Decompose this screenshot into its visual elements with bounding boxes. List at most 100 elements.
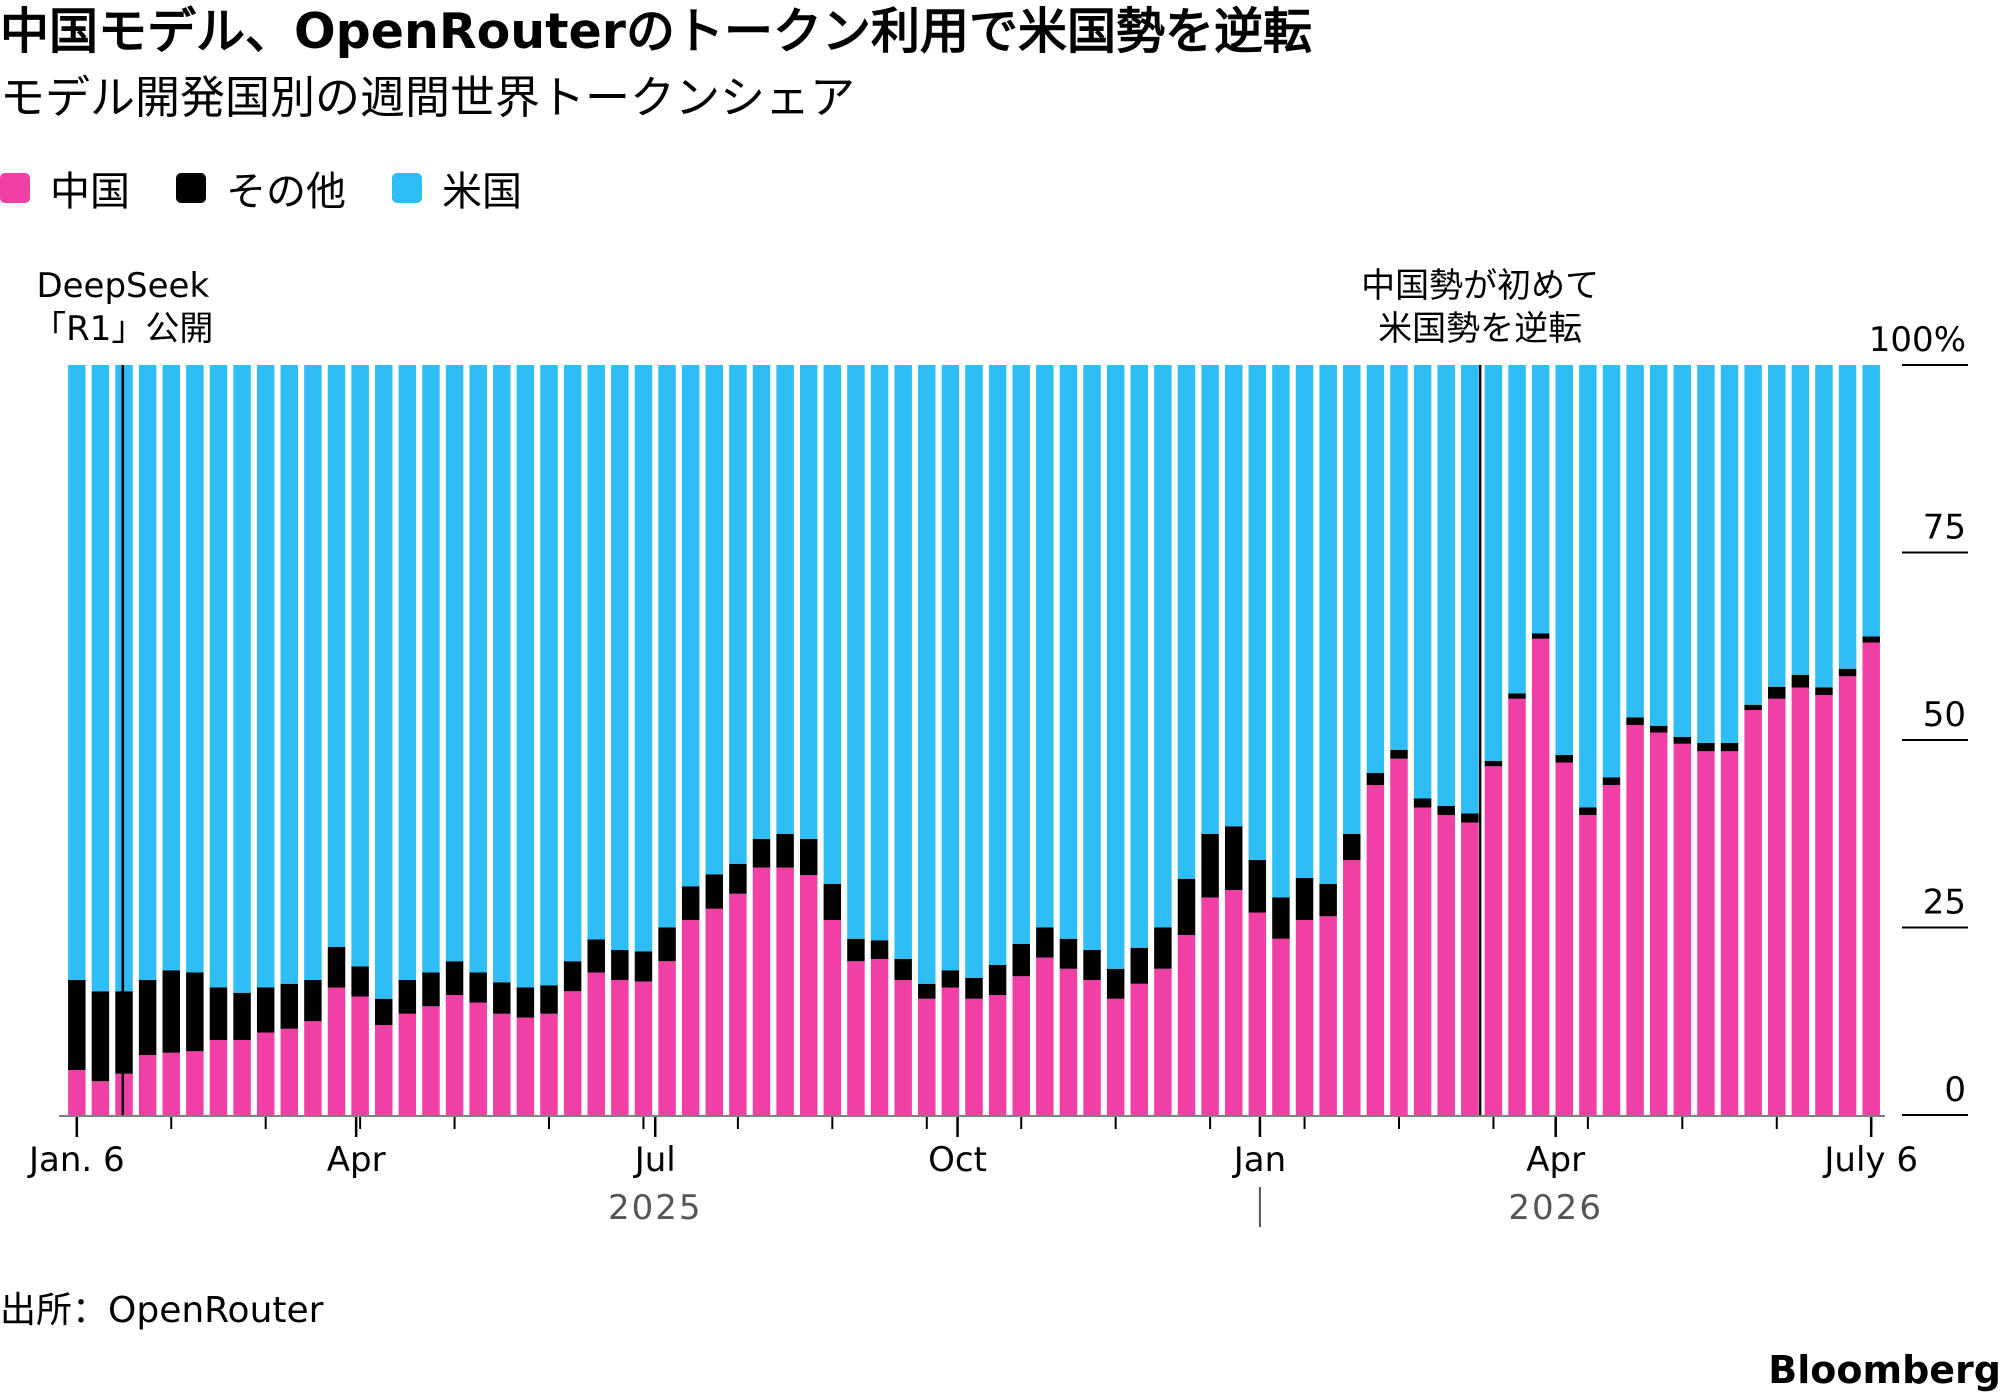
bar-us [823, 365, 842, 884]
bar-other [1437, 806, 1455, 815]
bar-china [186, 1051, 204, 1115]
bar-us [1508, 365, 1526, 694]
bar-other [847, 938, 865, 962]
bar-other [563, 961, 582, 992]
bar-china [681, 920, 700, 1115]
bar-us [1461, 365, 1479, 814]
bar-other [1390, 749, 1408, 759]
bar-us [1484, 365, 1503, 761]
bar-us [941, 365, 960, 971]
bar-china [1248, 912, 1267, 1115]
bar-other [611, 950, 629, 980]
bar-china [1815, 695, 1833, 1115]
bar-china [304, 1021, 322, 1115]
bar-other [1579, 807, 1597, 815]
bar-other [941, 970, 960, 988]
bar-other [1413, 798, 1432, 808]
x-tick-label: Apr [1526, 1140, 1585, 1180]
year-label: 2025 [608, 1188, 703, 1228]
bar-us [1201, 365, 1219, 834]
bar-china [587, 972, 605, 1115]
bar-other [1744, 704, 1762, 710]
legend: 中国 その他 米国 [0, 159, 568, 217]
bar-china [634, 981, 653, 1115]
bar-other [634, 951, 653, 982]
bar-us [1768, 365, 1786, 687]
bar-us [304, 365, 322, 980]
bar-china [1413, 807, 1432, 1115]
bar-other [823, 884, 842, 920]
bar-other [375, 998, 393, 1025]
bar-china [1036, 957, 1054, 1115]
bar-china [1343, 860, 1361, 1115]
bar-china [965, 998, 983, 1115]
brand-logo: Bloomberg [1768, 1348, 2001, 1392]
bar-other [1838, 668, 1857, 677]
x-tick-label: Jul [633, 1140, 676, 1180]
bar-other [705, 874, 724, 909]
bar-other [1201, 833, 1219, 898]
bar-other [351, 966, 369, 997]
bar-china [847, 961, 865, 1115]
bar-china [776, 867, 794, 1115]
bar-other [1248, 860, 1267, 913]
bar-china [256, 1032, 275, 1115]
legend-swatch-us [392, 173, 422, 203]
bar-china [729, 893, 747, 1115]
bar-china [1366, 785, 1385, 1115]
bar-china [233, 1040, 251, 1115]
bar-other [988, 965, 1007, 995]
legend-label-us: 米国 [442, 169, 522, 215]
bar-us [1390, 365, 1408, 750]
bar-other [1697, 743, 1715, 752]
bar-us [1248, 365, 1267, 860]
bar-us [138, 365, 157, 980]
bar-china [445, 995, 464, 1115]
bar-other [493, 982, 511, 1014]
legend-label-other: その他 [226, 169, 346, 215]
bar-china [209, 1040, 228, 1115]
bar-china [398, 1013, 417, 1115]
bar-other [1343, 833, 1361, 860]
bar-other [1673, 737, 1692, 744]
bar-china [162, 1052, 180, 1115]
bar-china [705, 908, 724, 1115]
bar-china [823, 920, 842, 1115]
bar-us [918, 365, 936, 984]
bar-china [752, 867, 771, 1115]
annotation-label: 米国勢を逆転 [1378, 309, 1582, 349]
legend-item-china: 中国 [0, 159, 130, 217]
bar-us [1649, 365, 1668, 726]
bar-other [327, 947, 346, 988]
bar-china [469, 1002, 487, 1115]
bar-china [1295, 920, 1314, 1115]
bar-us [563, 365, 582, 962]
annotation-label: 中国勢が初めて [1361, 266, 1599, 306]
annotation-label: DeepSeek [36, 266, 209, 306]
bar-us [516, 365, 535, 988]
bar-us [469, 365, 487, 973]
bar-us [1036, 365, 1054, 928]
bar-us [1130, 365, 1149, 948]
bar-other [209, 987, 228, 1040]
x-tick-label: Oct [928, 1140, 987, 1180]
bar-china [1437, 815, 1455, 1115]
bar-us [327, 365, 346, 947]
bar-china [563, 991, 582, 1115]
bar-other [1366, 773, 1385, 785]
bar-china [280, 1028, 299, 1115]
bar-us [988, 365, 1007, 965]
x-tick-label: July 6 [1822, 1140, 1918, 1180]
bar-us [1154, 365, 1172, 928]
bar-us [1697, 365, 1715, 743]
bar-us [1555, 365, 1573, 755]
bar-other [1602, 777, 1621, 785]
bar-china [870, 959, 889, 1115]
bar-china [1720, 751, 1739, 1115]
bar-us [587, 365, 605, 940]
bar-china [1673, 743, 1692, 1115]
bar-us [280, 365, 299, 984]
bar-other [1012, 944, 1030, 977]
bar-china [1838, 676, 1857, 1115]
bar-us [634, 365, 653, 952]
